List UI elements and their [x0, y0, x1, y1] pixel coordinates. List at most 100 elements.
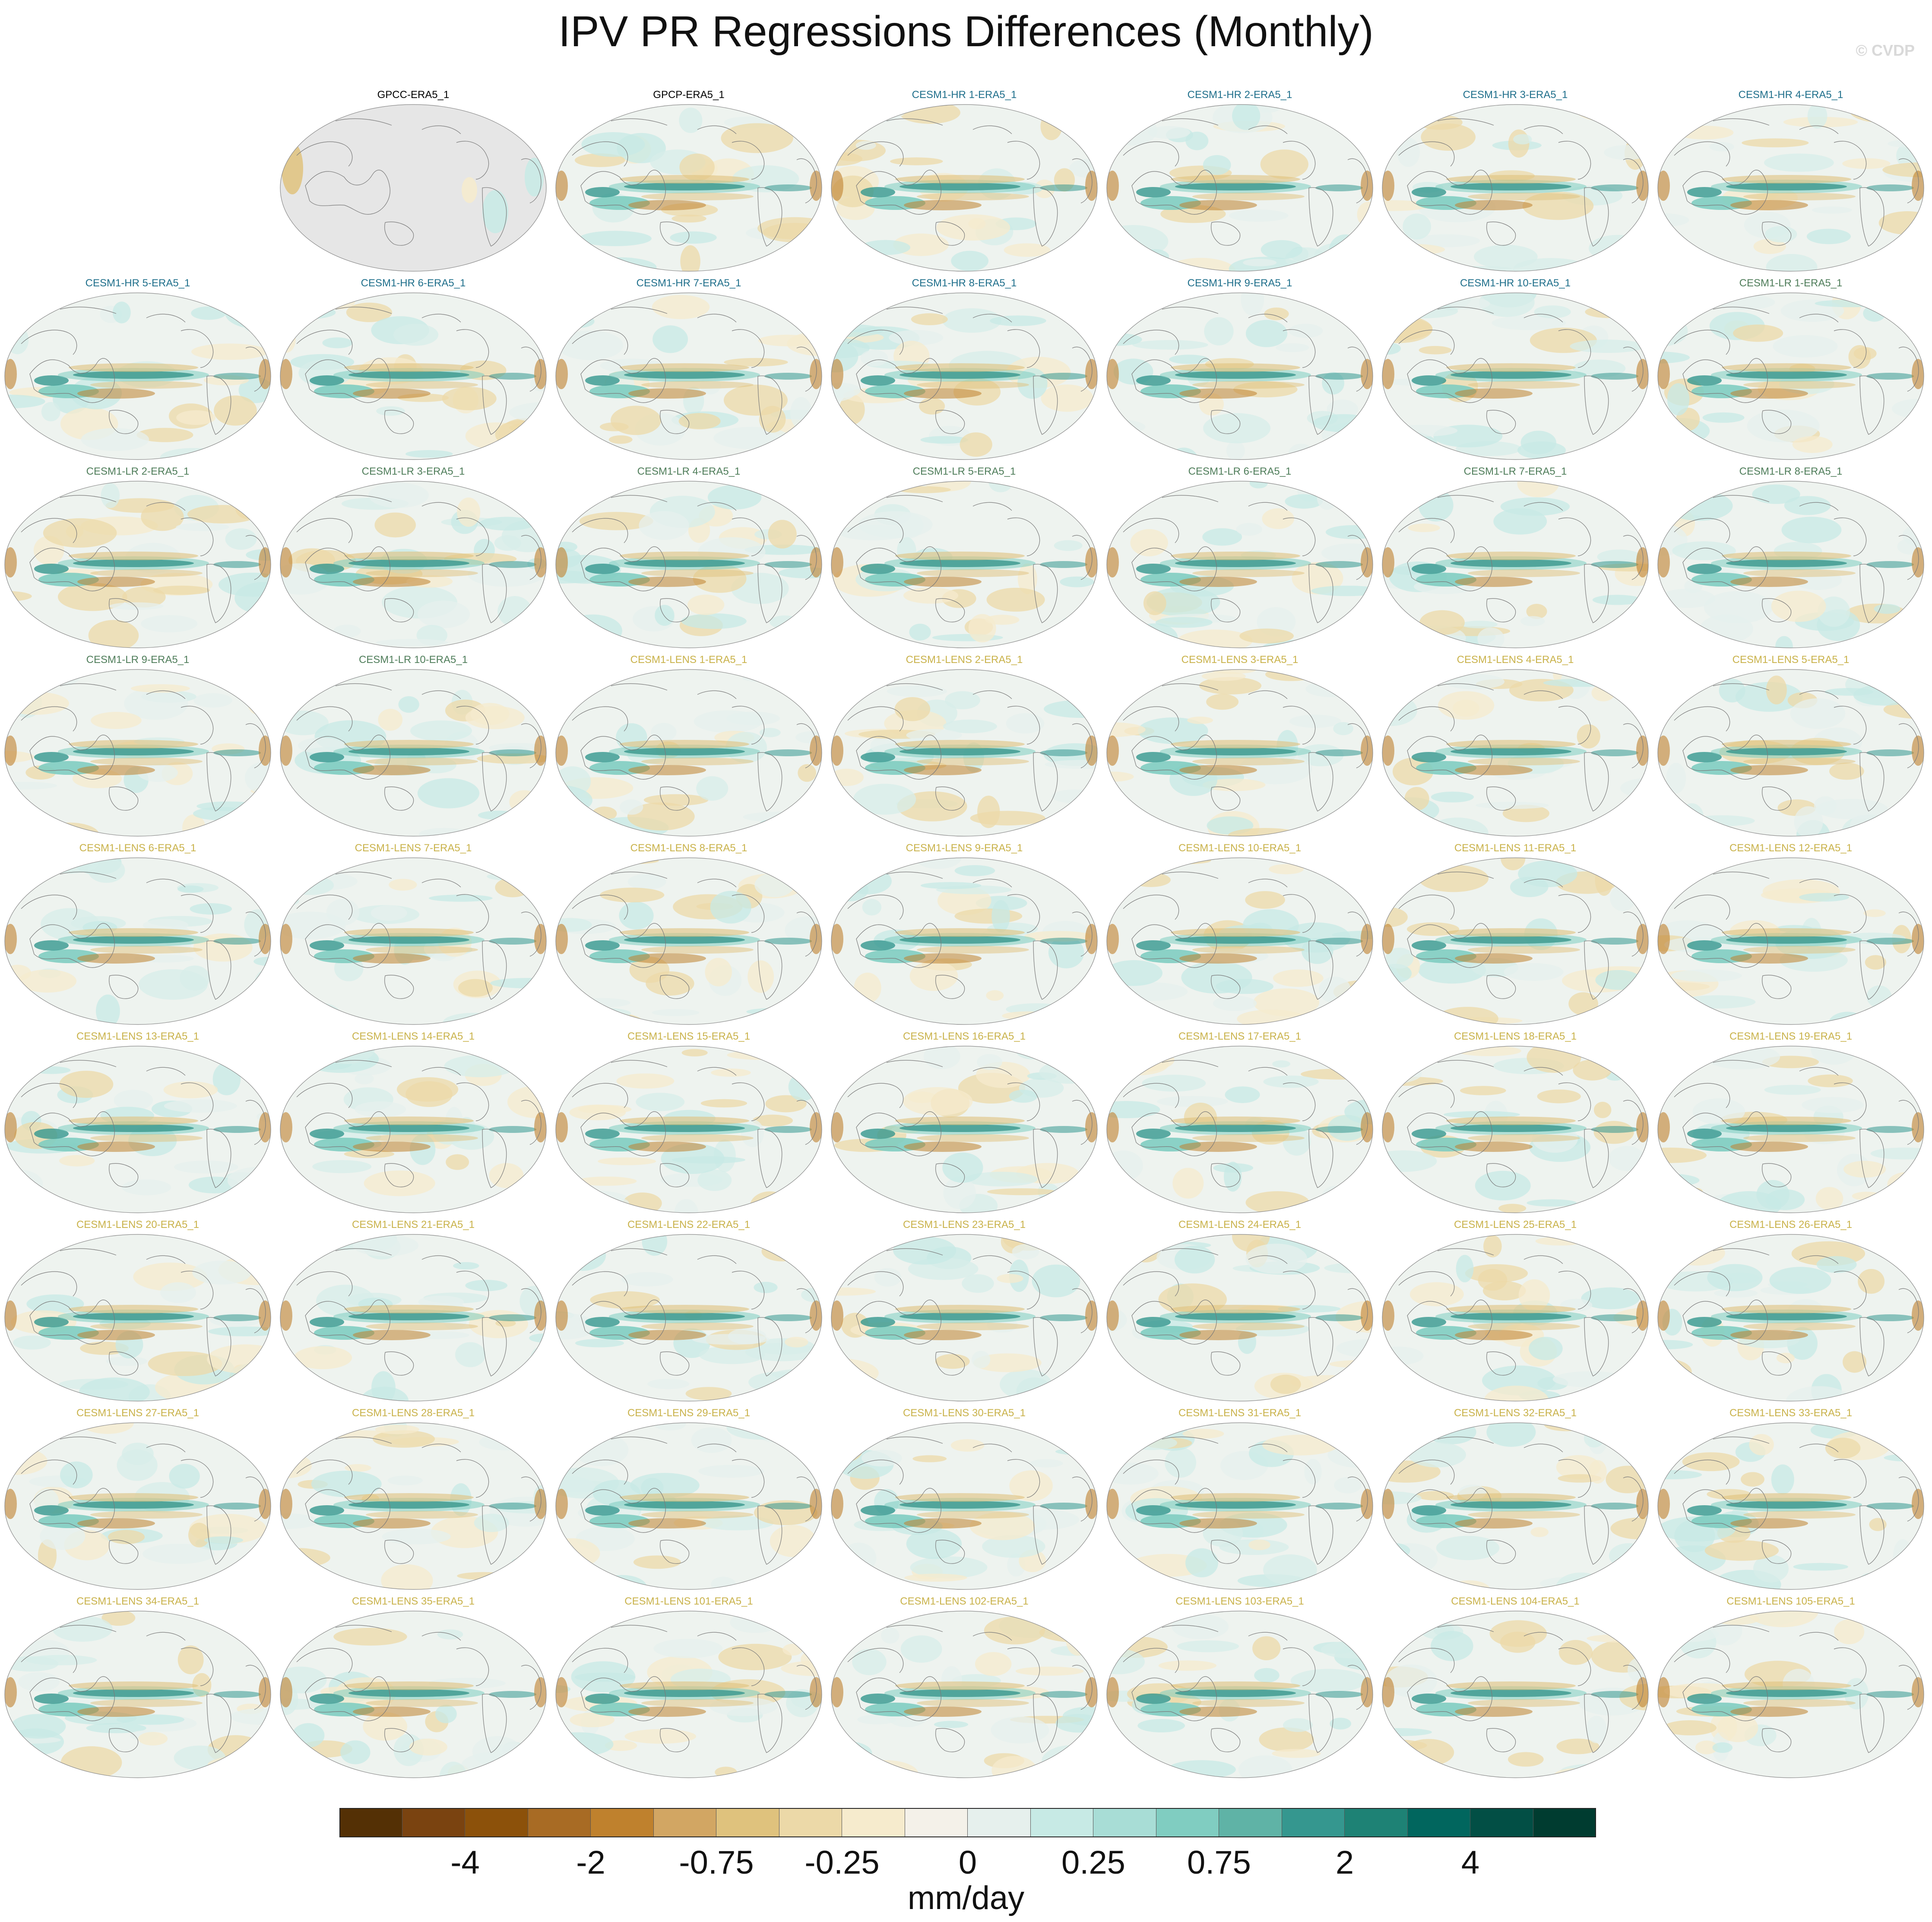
map-panel: CESM1-LENS 24-ERA5_1 [1102, 1216, 1378, 1405]
robinson-map [1657, 1611, 1924, 1778]
map-panel: CESM1-LR 3-ERA5_1 [276, 463, 551, 651]
panel-title: CESM1-LENS 103-ERA5_1 [1175, 1595, 1304, 1607]
robinson-map [1382, 292, 1649, 460]
colorbar-bin [339, 1808, 402, 1837]
robinson-map [555, 104, 822, 272]
robinson-map [280, 292, 547, 460]
map-panel: CESM1-LENS 4-ERA5_1 [1378, 651, 1653, 840]
map-panel: CESM1-LENS 14-ERA5_1 [276, 1028, 551, 1216]
map-panel: CESM1-LENS 7-ERA5_1 [276, 840, 551, 1028]
colorbar-bin [1219, 1808, 1282, 1837]
colorbar-tick-label: 2 [1335, 1844, 1354, 1881]
panel-title: CESM1-LENS 33-ERA5_1 [1729, 1407, 1853, 1419]
robinson-map [1106, 1046, 1373, 1213]
robinson-map [831, 1611, 1098, 1778]
map-panel: CESM1-LR 6-ERA5_1 [1102, 463, 1378, 651]
map-panel: CESM1-LENS 35-ERA5_1 [276, 1593, 551, 1781]
colorbar-bin [1282, 1808, 1345, 1837]
colorbar-bin [842, 1808, 905, 1837]
robinson-map [1382, 1234, 1649, 1402]
colorbar-bin [465, 1808, 528, 1837]
panel-title: CESM1-LENS 31-ERA5_1 [1178, 1407, 1302, 1419]
map-panel: GPCP-ERA5_1 [551, 86, 827, 275]
map-panel: CESM1-LR 7-ERA5_1 [1378, 463, 1653, 651]
map-panel: CESM1-LR 10-ERA5_1 [276, 651, 551, 840]
robinson-map [1657, 669, 1924, 837]
robinson-map [1382, 104, 1649, 272]
map-panel: CESM1-HR 1-ERA5_1 [827, 86, 1102, 275]
panel-title: CESM1-LENS 8-ERA5_1 [630, 842, 747, 854]
map-panel: CESM1-LENS 31-ERA5_1 [1102, 1405, 1378, 1593]
robinson-map [555, 1611, 822, 1778]
panel-title: CESM1-LENS 3-ERA5_1 [1181, 654, 1299, 666]
panel-title: CESM1-LENS 15-ERA5_1 [627, 1031, 751, 1042]
panel-title: CESM1-HR 7-ERA5_1 [636, 277, 741, 289]
colorbar-tick-label: -0.25 [804, 1844, 880, 1881]
panel-title: CESM1-LR 7-ERA5_1 [1463, 466, 1567, 477]
robinson-map [1382, 1611, 1649, 1778]
robinson-map [555, 1046, 822, 1213]
map-panel: CESM1-HR 3-ERA5_1 [1378, 86, 1653, 275]
robinson-map [1382, 1422, 1649, 1590]
map-panel: GPCC-ERA5_1 [276, 86, 551, 275]
panel-title: CESM1-LENS 26-ERA5_1 [1729, 1219, 1853, 1231]
map-panel: CESM1-LENS 25-ERA5_1 [1378, 1216, 1653, 1405]
robinson-map [1106, 669, 1373, 837]
panel-title: CESM1-LENS 12-ERA5_1 [1729, 842, 1853, 854]
panel-title: CESM1-HR 1-ERA5_1 [912, 89, 1017, 101]
panel-title: CESM1-LR 6-ERA5_1 [1188, 466, 1292, 477]
robinson-map [1657, 292, 1924, 460]
colorbar-bin [779, 1808, 842, 1837]
robinson-map [280, 1422, 547, 1590]
map-panel: CESM1-LENS 21-ERA5_1 [276, 1216, 551, 1405]
robinson-map [831, 857, 1098, 1025]
robinson-map [1657, 1234, 1924, 1402]
colorbar-bin [402, 1808, 465, 1837]
map-panel: CESM1-LR 1-ERA5_1 [1653, 275, 1929, 463]
panel-title: CESM1-LENS 104-ERA5_1 [1451, 1595, 1580, 1607]
robinson-map [280, 1234, 547, 1402]
map-panel: CESM1-LENS 19-ERA5_1 [1653, 1028, 1929, 1216]
colorbar [339, 1808, 1596, 1837]
panel-title: CESM1-LENS 24-ERA5_1 [1178, 1219, 1302, 1231]
panel-title: CESM1-LENS 28-ERA5_1 [352, 1407, 475, 1419]
panel-title: CESM1-LENS 9-ERA5_1 [906, 842, 1023, 854]
panel-title: CESM1-HR 6-ERA5_1 [361, 277, 466, 289]
colorbar-bin [1093, 1808, 1156, 1837]
map-panel: CESM1-LENS 10-ERA5_1 [1102, 840, 1378, 1028]
colorbar-tick-label: 0.25 [1061, 1844, 1125, 1881]
panel-title: CESM1-LENS 16-ERA5_1 [903, 1031, 1026, 1042]
map-panel: CESM1-HR 6-ERA5_1 [276, 275, 551, 463]
robinson-map [555, 857, 822, 1025]
map-panel: CESM1-LENS 32-ERA5_1 [1378, 1405, 1653, 1593]
colorbar-bin [1156, 1808, 1219, 1837]
robinson-map [831, 1046, 1098, 1213]
map-panel: CESM1-LENS 28-ERA5_1 [276, 1405, 551, 1593]
robinson-map [4, 669, 271, 837]
robinson-map [1382, 669, 1649, 837]
map-panel: CESM1-LENS 20-ERA5_1 [0, 1216, 276, 1405]
map-panel-grid: GPCC-ERA5_1 GPCP-ERA5_1 CESM1-HR 1-ERA5_1 C… [0, 86, 1929, 1781]
panel-title: CESM1-LENS 101-ERA5_1 [624, 1595, 753, 1607]
panel-title: CESM1-LR 2-ERA5_1 [86, 466, 190, 477]
panel-title: CESM1-LENS 13-ERA5_1 [76, 1031, 200, 1042]
panel-title: CESM1-HR 8-ERA5_1 [912, 277, 1017, 289]
robinson-map [1106, 481, 1373, 648]
map-panel: CESM1-LENS 16-ERA5_1 [827, 1028, 1102, 1216]
robinson-map [280, 669, 547, 837]
panel-title: CESM1-LENS 30-ERA5_1 [903, 1407, 1026, 1419]
colorbar-bin [653, 1808, 716, 1837]
panel-title: CESM1-LR 4-ERA5_1 [637, 466, 741, 477]
panel-title: CESM1-LENS 6-ERA5_1 [79, 842, 196, 854]
robinson-map [831, 292, 1098, 460]
robinson-map [1382, 481, 1649, 648]
panel-title: CESM1-HR 5-ERA5_1 [85, 277, 190, 289]
panel-title: CESM1-LR 10-ERA5_1 [358, 654, 468, 666]
robinson-map [4, 1422, 271, 1590]
robinson-map [280, 1046, 547, 1213]
map-panel: CESM1-LENS 30-ERA5_1 [827, 1405, 1102, 1593]
figure-title: IPV PR Regressions Differences (Monthly) [558, 7, 1374, 56]
robinson-map [1657, 1422, 1924, 1590]
map-panel: CESM1-LR 9-ERA5_1 [0, 651, 276, 840]
map-panel: CESM1-LR 2-ERA5_1 [0, 463, 276, 651]
